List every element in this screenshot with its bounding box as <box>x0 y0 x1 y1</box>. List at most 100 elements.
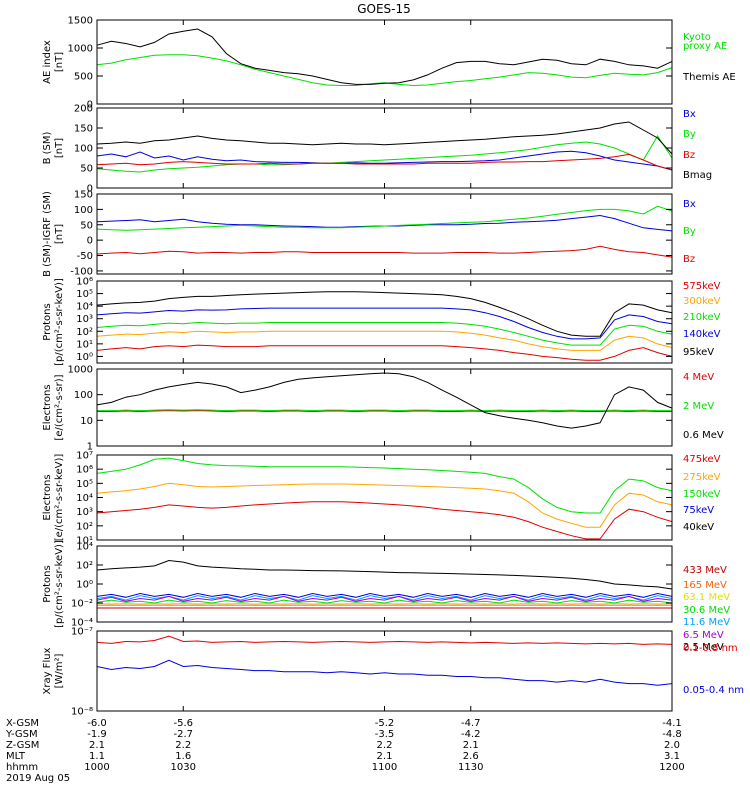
panel-7-series-line-1 <box>96 559 673 590</box>
panel-4-ytick-label: 10⁶ <box>76 277 93 288</box>
panel-7-ytick-label: 10⁰ <box>76 580 93 591</box>
panel-2-frame <box>96 107 673 189</box>
panel-3-series-line-2 <box>96 205 673 231</box>
panel-4-ylabel-line-1: Protons <box>42 303 53 340</box>
footer-row-value: 1100 <box>372 762 397 773</box>
panel-2-series-line-1 <box>96 150 673 171</box>
panel-3-ytick-label: 0 <box>87 236 93 247</box>
panel-4-legend-item-3: 210keV <box>683 312 721 323</box>
panel-1-legend-item-3: Themis AE <box>682 72 736 83</box>
footer-row-value: 2.2 <box>175 740 191 751</box>
panel-6-ytick-label: 10⁵ <box>76 479 93 490</box>
panel-4-series-line-2 <box>96 330 673 351</box>
footer-row-value: -4.2 <box>461 729 481 740</box>
panel-6-ylabel-line-1: Electrons <box>42 474 53 520</box>
footer-row-value: -2.7 <box>173 729 193 740</box>
panel-3-series-line-1 <box>96 214 673 232</box>
panel-7-series-line-8 <box>96 592 673 598</box>
panel-3-ylabel-line-2: [nT] <box>54 224 65 244</box>
panel-7-series-line-6 <box>96 595 673 601</box>
footer-row-value: -4.1 <box>662 718 682 729</box>
panel-6-ytick-label: 10¹ <box>76 536 93 547</box>
panel-6-legend-item-4: 75keV <box>683 505 714 516</box>
panel-2-legend-item-1: Bx <box>683 109 696 120</box>
panel-7-ytick-label: 10² <box>76 561 93 572</box>
panel-3-frame <box>96 193 673 275</box>
panel-7-legend-item-2: 165 MeV <box>683 580 727 591</box>
panel-1-series-line-1 <box>96 54 673 87</box>
panel-7-ylabel-line-1: Protons <box>42 565 53 602</box>
panel-4-legend-item-2: 300keV <box>683 296 721 307</box>
panel-5-series-line-3 <box>96 372 673 429</box>
panel-7-ytick-label: 10⁻² <box>71 599 93 610</box>
panel-4-legend-item-1: 575keV <box>683 281 721 292</box>
panel-7-series-line-7 <box>96 595 673 602</box>
footer-row-value: -5.6 <box>173 718 193 729</box>
panel-8-series-line-1 <box>96 635 673 645</box>
panel-2-ytick-label: 0 <box>87 184 93 195</box>
panel-5-ytick-label: 100 <box>74 390 93 401</box>
panel-1-ylabel-line-1: AE index <box>42 40 53 84</box>
panel-4-ytick-label: 10² <box>76 327 93 338</box>
panel-1-ytick-label: 0 <box>87 100 93 111</box>
footer-row-label: X-GSM <box>6 718 39 729</box>
panel-6-legend-item-5: 40keV <box>683 522 714 533</box>
panel-2-ylabel-line-2: [nT] <box>54 138 65 158</box>
panel-6-series-line-3 <box>96 457 673 514</box>
footer-row-value: -1.9 <box>87 729 107 740</box>
panel-5-series-line-2 <box>97 409 672 412</box>
panel-1-legend-item-2: proxy AE <box>683 41 727 52</box>
panel-4-series-line-1 <box>96 344 673 361</box>
panel-4-ytick-label: 10⁰ <box>76 352 93 363</box>
panel-6-ytick-label: 10⁷ <box>76 451 93 462</box>
panel-2-ylabel-line-1: B (SM) <box>42 131 53 164</box>
footer-row-value: 1130 <box>458 762 483 773</box>
panel-1-ytick-label: 1500 <box>68 16 93 27</box>
panel-5-series-line-1 <box>97 410 672 413</box>
panel-1-ylabel-line-2: [nT] <box>54 52 65 72</box>
panel-8-legend-item-1: 0.1-0.8 nm <box>683 643 738 654</box>
footer-row-label: Z-GSM <box>6 740 39 751</box>
panel-5-legend-item-3: 0.6 MeV <box>683 430 724 441</box>
panel-8-ylabel-line-1: Xray Flux <box>42 647 53 694</box>
panel-5-ytick-label: 1 <box>87 442 93 453</box>
panel-5-ytick-label: 1000 <box>68 365 93 376</box>
panel-1-ytick-label: 500 <box>74 72 93 83</box>
panel-4-ylabel-line-2: [p/(cm²-s-sr-keV)] <box>54 278 65 366</box>
panel-7-ytick-label: 10⁻⁴ <box>71 618 93 629</box>
panel-7-legend-item-7: 2.5 MeV <box>683 642 724 653</box>
panel-4-ytick-label: 10¹ <box>76 339 93 350</box>
footer-row-value: -5.2 <box>375 718 395 729</box>
footer-row-value: -6.0 <box>87 718 107 729</box>
panel-1-legend-item-1: Kyoto <box>683 32 711 43</box>
panel-4-legend-item-4: 140keV <box>683 329 721 340</box>
panel-1-frame <box>96 19 673 105</box>
panel-7-ytick-label: 10⁴ <box>76 542 93 553</box>
panel-4-series-line-3 <box>96 321 673 346</box>
panel-7-legend-item-4: 30.6 MeV <box>683 605 730 616</box>
panel-5-ytick-label: 10 <box>80 416 93 427</box>
panel-4-ytick-label: 10⁵ <box>76 289 93 300</box>
panel-8-legend-item-2: 0.05-0.4 nm <box>683 685 744 696</box>
panel-3-ylabel-line-1: B (SM)-IGRF (SM) <box>42 191 53 277</box>
panel-6-ytick-label: 10⁶ <box>76 465 93 476</box>
panel-3-ytick-label: 50 <box>80 220 93 231</box>
panel-5-legend-item-2: 2 MeV <box>683 401 714 412</box>
panel-2-series-line-3 <box>96 153 673 171</box>
panel-7-legend-item-1: 433 MeV <box>683 565 727 576</box>
panel-8-ytick-label: 10⁻⁸ <box>71 707 93 718</box>
panel-6-ytick-label: 10⁴ <box>76 493 93 504</box>
footer-row-label: hhmm <box>6 762 38 773</box>
panel-2-series-line-2 <box>96 135 673 173</box>
panel-5-legend-item-1: 4 MeV <box>683 372 714 383</box>
panel-4-ytick-label: 10⁴ <box>76 302 93 313</box>
panel-6-ytick-label: 10² <box>76 521 93 532</box>
plot-title: GOES-15 <box>357 2 411 16</box>
panel-6-legend-item-1: 475keV <box>683 454 721 465</box>
panel-1-ytick-label: 1000 <box>68 44 93 55</box>
panel-7-legend-item-3: 63.1 MeV <box>683 592 730 603</box>
footer-row-value: 1.1 <box>89 751 105 762</box>
footer-row-label: MLT <box>6 751 26 762</box>
panel-2-legend-item-3: Bz <box>683 150 695 161</box>
